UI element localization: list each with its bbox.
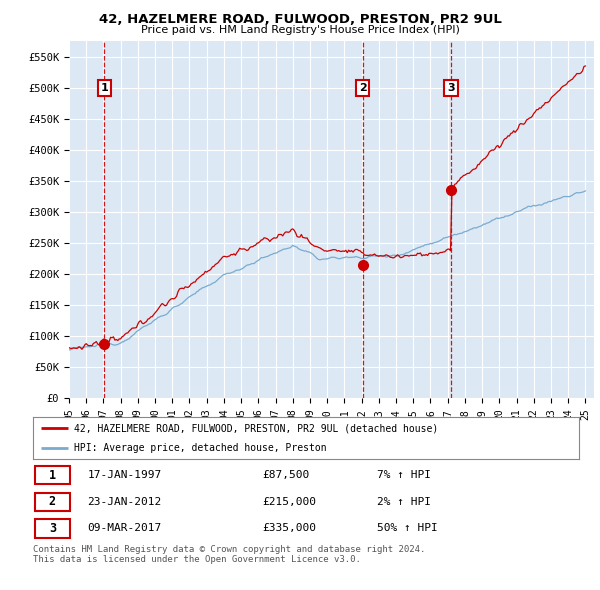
Text: 2% ↑ HPI: 2% ↑ HPI [377,497,431,507]
FancyBboxPatch shape [35,466,70,484]
Text: 1: 1 [100,83,108,93]
FancyBboxPatch shape [35,519,70,537]
Text: HPI: Average price, detached house, Preston: HPI: Average price, detached house, Pres… [74,442,326,453]
Text: Contains HM Land Registry data © Crown copyright and database right 2024.
This d: Contains HM Land Registry data © Crown c… [33,545,425,564]
Text: 2: 2 [359,83,367,93]
Text: 17-JAN-1997: 17-JAN-1997 [88,470,162,480]
Text: 3: 3 [49,522,56,535]
Text: 7% ↑ HPI: 7% ↑ HPI [377,470,431,480]
Text: 23-JAN-2012: 23-JAN-2012 [88,497,162,507]
Text: 50% ↑ HPI: 50% ↑ HPI [377,523,438,533]
FancyBboxPatch shape [35,493,70,511]
Text: 09-MAR-2017: 09-MAR-2017 [88,523,162,533]
Text: £335,000: £335,000 [262,523,316,533]
Text: £87,500: £87,500 [262,470,310,480]
Text: 3: 3 [447,83,455,93]
Text: 42, HAZELMERE ROAD, FULWOOD, PRESTON, PR2 9UL (detached house): 42, HAZELMERE ROAD, FULWOOD, PRESTON, PR… [74,423,438,433]
Text: 1: 1 [49,468,56,482]
Text: £215,000: £215,000 [262,497,316,507]
Text: Price paid vs. HM Land Registry's House Price Index (HPI): Price paid vs. HM Land Registry's House … [140,25,460,35]
Text: 2: 2 [49,495,56,509]
Text: 42, HAZELMERE ROAD, FULWOOD, PRESTON, PR2 9UL: 42, HAZELMERE ROAD, FULWOOD, PRESTON, PR… [98,13,502,26]
